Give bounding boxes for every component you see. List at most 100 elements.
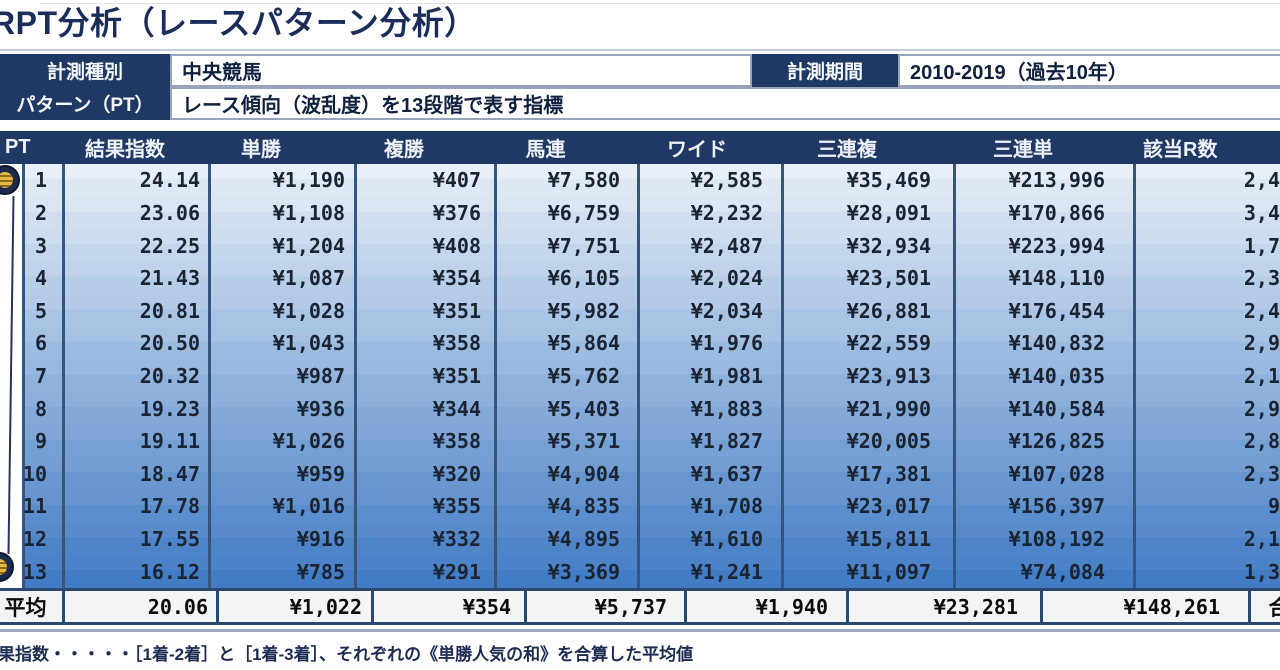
wide-cell: ¥1,610 (637, 522, 781, 556)
period-value: 2010-2019（過去10年） (898, 54, 1280, 87)
santan-cell: ¥108,192 (953, 522, 1133, 556)
column-header-index: 結果指数 (85, 139, 165, 161)
table-row[interactable]: 5 20.81 ¥1,028 ¥351 ¥5,982 ¥2,034 ¥26,881 ¥176,… (22, 294, 1280, 328)
table-row[interactable]: 1 24.14 ¥1,190 ¥407 ¥7,580 ¥2,585 ¥35,469 ¥213,… (22, 164, 1280, 197)
tansho-cell: ¥1,204 (208, 229, 354, 262)
santan-cell: ¥213,996 (953, 164, 1133, 197)
upset-medal-icon (0, 552, 14, 582)
column-header-fukusho: 複勝 (384, 139, 424, 161)
fukusho-cell: ¥376 (354, 196, 494, 230)
average-label-cell: 平均 (0, 591, 62, 622)
santan-cell: ¥107,028 (953, 457, 1133, 491)
races-cell: 2,3 (1133, 457, 1280, 491)
tansho-cell: ¥959 (208, 457, 354, 491)
table-header-row: PT 結果指数 単勝 複勝 馬連 ワイド 三連複 三連単 該当R数 (0, 131, 1280, 164)
total-label-cell: 合計 (1251, 591, 1280, 622)
sanpuku-cell: ¥23,501 (781, 261, 953, 295)
races-cell: 1,3 (1133, 555, 1280, 588)
page-title: RPT分析（レースパターン分析） (0, 5, 477, 41)
average-sanrenpuku-cell: ¥23,281 (849, 591, 1040, 622)
index-cell: 23.06 (62, 196, 208, 230)
index-cell: 16.12 (62, 555, 208, 588)
umaren-cell: ¥3,369 (494, 555, 637, 588)
wide-cell: ¥1,827 (637, 424, 781, 458)
table-row[interactable]: 11 17.78 ¥1,016 ¥355 ¥4,835 ¥1,708 ¥23,017 ¥156… (22, 490, 1280, 523)
table-row[interactable]: 2 23.06 ¥1,108 ¥376 ¥6,759 ¥2,232 ¥28,091 ¥170,… (22, 196, 1280, 230)
index-cell: 21.43 (62, 261, 208, 295)
medal-gold-core (0, 559, 7, 575)
fukusho-cell: ¥351 (354, 359, 494, 393)
pt-cell: 5 (22, 294, 62, 328)
wide-cell: ¥1,981 (637, 359, 781, 393)
fukusho-cell: ¥358 (354, 424, 494, 458)
measure-type-label: 計測種別 (0, 54, 170, 87)
pt-cell: 3 (22, 229, 62, 262)
average-index-cell: 20.06 (65, 591, 216, 622)
tansho-cell: ¥936 (208, 392, 354, 425)
tansho-cell: ¥1,016 (208, 490, 354, 523)
wide-cell: ¥1,883 (637, 392, 781, 425)
table-row[interactable]: 9 19.11 ¥1,026 ¥358 ¥5,371 ¥1,827 ¥20,005 ¥126,… (22, 424, 1280, 458)
table-row[interactable]: 4 21.43 ¥1,087 ¥354 ¥6,105 ¥2,024 ¥23,501 ¥148,… (22, 261, 1280, 295)
races-cell: 9 (1133, 490, 1280, 523)
average-row: 平均 20.06 ¥1,022 ¥354 ¥5,737 ¥1,940 ¥23,2… (0, 588, 1280, 625)
pt-cell: 6 (22, 327, 62, 360)
pt-cell: 8 (22, 392, 62, 425)
pattern-value: レース傾向（波乱度）を13段階で表す指標 (170, 87, 1280, 120)
umaren-cell: ¥4,904 (494, 457, 637, 491)
sanpuku-cell: ¥35,469 (781, 164, 953, 197)
table-row[interactable]: 10 18.47 ¥959 ¥320 ¥4,904 ¥1,637 ¥17,381 ¥107,0… (22, 457, 1280, 491)
santan-cell: ¥74,084 (953, 555, 1133, 588)
santan-cell: ¥223,994 (953, 229, 1133, 262)
races-cell: 2,8 (1133, 424, 1280, 458)
wide-cell: ¥2,585 (637, 164, 781, 197)
pt-cell: 10 (22, 457, 62, 491)
tansho-cell: ¥1,028 (208, 294, 354, 328)
wide-cell: ¥2,034 (637, 294, 781, 328)
column-header-wide: ワイド (667, 139, 727, 161)
wide-cell: ¥1,976 (637, 327, 781, 360)
pt-cell: 2 (22, 196, 62, 230)
top-edge-line (40, 3, 1280, 4)
tansho-cell: ¥1,043 (208, 327, 354, 360)
sanpuku-cell: ¥23,017 (781, 490, 953, 523)
table-row[interactable]: 3 22.25 ¥1,204 ¥408 ¥7,751 ¥2,487 ¥32,934 ¥223,… (22, 229, 1280, 262)
tansho-cell: ¥1,108 (208, 196, 354, 230)
column-header-umaren: 馬連 (525, 139, 566, 161)
wide-cell: ¥1,241 (637, 555, 781, 588)
sanpuku-cell: ¥17,381 (781, 457, 953, 491)
table-row[interactable]: 8 19.23 ¥936 ¥344 ¥5,403 ¥1,883 ¥21,990 ¥140,58… (22, 392, 1280, 425)
sanpuku-cell: ¥28,091 (781, 196, 953, 230)
favorite-medal-icon (0, 165, 20, 195)
umaren-cell: ¥5,864 (494, 327, 637, 360)
santan-cell: ¥126,825 (953, 424, 1133, 458)
fukusho-cell: ¥344 (354, 392, 494, 425)
table-row[interactable]: 12 17.55 ¥916 ¥332 ¥4,895 ¥1,610 ¥15,811 ¥108,1… (22, 522, 1280, 556)
average-tansho-cell: ¥1,022 (219, 591, 371, 622)
tansho-cell: ¥916 (208, 522, 354, 556)
table-row[interactable]: 6 20.50 ¥1,043 ¥358 ¥5,864 ¥1,976 ¥22,559 ¥140,… (22, 327, 1280, 360)
pt-cell: 13 (22, 555, 62, 588)
table-row[interactable]: 13 16.12 ¥785 ¥291 ¥3,369 ¥1,241 ¥11,097 ¥74,08… (22, 555, 1280, 588)
sanpuku-cell: ¥26,881 (781, 294, 953, 328)
medal-gold-core (0, 172, 13, 188)
races-cell: 1,7 (1133, 229, 1280, 262)
average-wide-cell: ¥1,940 (687, 591, 846, 622)
column-header-races: 該当R数 (1143, 139, 1218, 161)
sanpuku-cell: ¥23,913 (781, 359, 953, 393)
tansho-cell: ¥785 (208, 555, 354, 588)
sanpuku-cell: ¥11,097 (781, 555, 953, 588)
wide-cell: ¥1,637 (637, 457, 781, 491)
fukusho-cell: ¥355 (354, 490, 494, 523)
santan-cell: ¥140,584 (953, 392, 1133, 425)
races-cell: 3,4 (1133, 196, 1280, 230)
races-cell: 2,3 (1133, 261, 1280, 295)
sanpuku-cell: ¥21,990 (781, 392, 953, 425)
wide-cell: ¥2,232 (637, 196, 781, 230)
table-row[interactable]: 7 20.32 ¥987 ¥351 ¥5,762 ¥1,981 ¥23,913 ¥140,03… (22, 359, 1280, 393)
umaren-cell: ¥7,580 (494, 164, 637, 197)
sanpuku-cell: ¥15,811 (781, 522, 953, 556)
table-body: 1 24.14 ¥1,190 ¥407 ¥7,580 ¥2,585 ¥35,469 ¥213,… (22, 164, 1280, 588)
tansho-cell: ¥987 (208, 359, 354, 393)
santan-cell: ¥176,454 (953, 294, 1133, 328)
